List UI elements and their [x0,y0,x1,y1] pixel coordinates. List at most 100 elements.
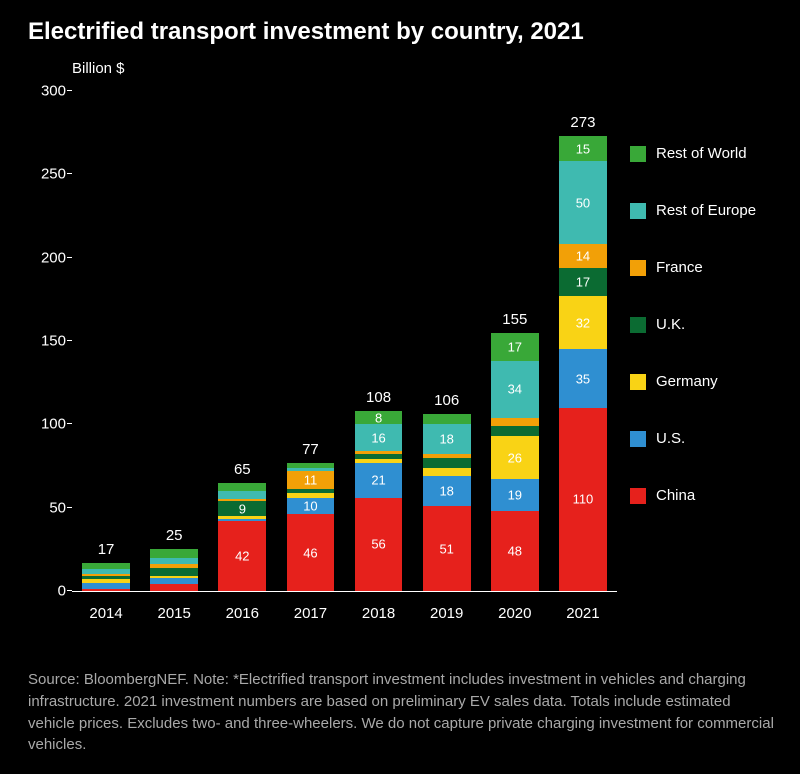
bar-segment: 10 [287,498,335,515]
bar-segment [150,549,198,557]
bar-column: 17 [82,563,130,591]
segment-value-label: 56 [355,538,403,551]
bar-segment [355,459,403,462]
bar-segment: 11 [287,471,335,489]
legend-item: France [630,259,780,276]
y-tick-label: 100 [22,416,66,433]
bar-segment: 17 [559,268,607,296]
bar-segment [218,491,266,499]
segment-value-label: 18 [423,485,471,498]
bar-total-label: 17 [82,541,130,558]
bar-total-label: 65 [218,461,266,478]
segment-value-label: 15 [559,142,607,155]
segment-value-label: 8 [355,411,403,424]
bar-segment: 32 [559,296,607,349]
chart-title: Electrified transport investment by coun… [0,0,800,46]
bar-segment: 9 [218,501,266,516]
legend-label: Germany [656,373,718,390]
x-tick-label: 2015 [150,605,198,622]
segment-value-label: 16 [355,431,403,444]
legend: Rest of World Rest of Europe France U.K. Ger… [630,145,780,544]
bar-segment: 35 [559,349,607,407]
x-tick-label: 2019 [423,605,471,622]
x-tick-label: 2017 [287,605,335,622]
y-tick-label: 150 [22,333,66,350]
bar-segment: 14 [559,244,607,267]
bar-segment: 19 [491,479,539,511]
bar-segment [423,454,471,457]
bar-segment [82,569,130,574]
bar-segment: 26 [491,436,539,479]
y-tick-label: 200 [22,249,66,266]
bar-segment [218,519,266,521]
legend-label: Rest of World [656,145,747,162]
bar-segment [82,583,130,590]
segment-value-label: 18 [423,433,471,446]
bar-segment [355,454,403,459]
bar-segment: 18 [423,476,471,506]
bar-segment [287,463,335,468]
x-tick-label: 2020 [491,605,539,622]
bar-column: 25 [150,549,198,591]
legend-item: U.K. [630,316,780,333]
x-tick-label: 2021 [559,605,607,622]
bar-segment [82,579,130,582]
legend-swatch [630,431,646,447]
bar-segment [491,426,539,436]
legend-swatch [630,374,646,390]
x-tick-label: 2014 [82,605,130,622]
plot-region: 0501001502002503001725429654610117756211… [72,92,617,592]
bar-column: 511818106 [423,414,471,591]
legend-swatch [630,260,646,276]
bar-column: 42965 [218,483,266,591]
bar-segment: 34 [491,361,539,418]
bar-segment [82,574,130,576]
y-tick-label: 50 [22,499,66,516]
legend-label: China [656,487,695,504]
bar-segment [82,589,130,591]
segment-value-label: 26 [491,451,539,464]
x-tick-label: 2018 [355,605,403,622]
bar-total-label: 273 [559,114,607,131]
bar-segment: 16 [355,424,403,451]
legend-label: U.S. [656,430,685,447]
bar-segment [218,483,266,491]
segment-value-label: 21 [355,474,403,487]
bar-segment [150,578,198,585]
bar-segment [150,558,198,565]
legend-label: France [656,259,703,276]
segment-value-label: 48 [491,545,539,558]
segment-value-label: 35 [559,372,607,385]
bar-segment [287,468,335,471]
y-tick-label: 0 [22,583,66,600]
segment-value-label: 50 [559,196,607,209]
bar-segment [150,576,198,578]
bar-segment: 46 [287,514,335,591]
source-note: Source: BloombergNEF. Note: *Electrified… [28,669,780,756]
segment-value-label: 34 [491,383,539,396]
x-tick-label: 2016 [218,605,266,622]
bar-segment [423,458,471,468]
segment-value-label: 51 [423,542,471,555]
segment-value-label: 19 [491,489,539,502]
y-axis-label: Billion $ [72,60,125,77]
bar-segment: 48 [491,511,539,591]
bar-column: 110353217145015273 [559,136,607,591]
bar-segment [423,414,471,424]
legend-item: Rest of Europe [630,202,780,219]
y-tick-label: 250 [22,166,66,183]
segment-value-label: 10 [287,500,335,513]
legend-swatch [630,488,646,504]
legend-label: U.K. [656,316,685,333]
bar-total-label: 77 [287,441,335,458]
bar-column: 4819263417155 [491,333,539,591]
segment-value-label: 11 [287,474,335,487]
bar-segment: 110 [559,408,607,591]
bar-segment [218,499,266,501]
bar-segment [150,568,198,576]
legend-item: Germany [630,373,780,390]
bar-segment [150,564,198,567]
legend-item: Rest of World [630,145,780,162]
segment-value-label: 17 [491,340,539,353]
legend-swatch [630,203,646,219]
